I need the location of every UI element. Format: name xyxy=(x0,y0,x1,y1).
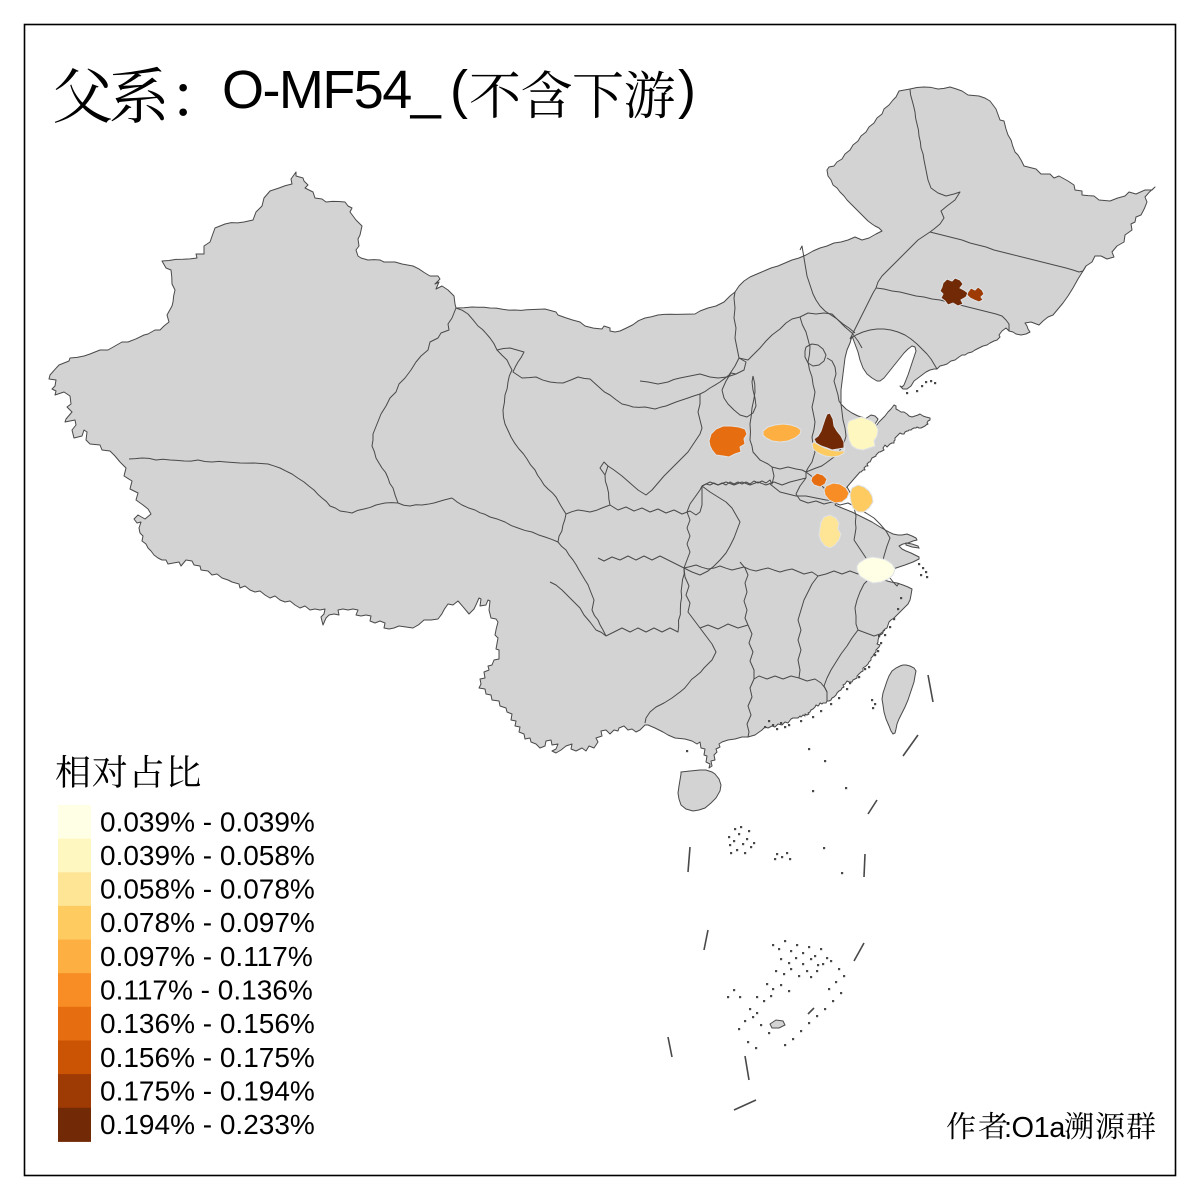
svg-text:0.175% - 0.194%: 0.175% - 0.194% xyxy=(100,1075,315,1106)
svg-text:(: ( xyxy=(450,60,468,120)
svg-text:0.117% - 0.136%: 0.117% - 0.136% xyxy=(100,975,313,1006)
svg-text:0.058% - 0.078%: 0.058% - 0.078% xyxy=(100,874,315,905)
svg-text:0.097% - 0.117%: 0.097% - 0.117% xyxy=(100,941,313,972)
svg-text:0.156% - 0.175%: 0.156% - 0.175% xyxy=(100,1042,315,1073)
svg-text:0.136% - 0.156%: 0.136% - 0.156% xyxy=(100,1008,315,1039)
svg-text:): ) xyxy=(678,60,696,120)
svg-text:O-MF54_: O-MF54_ xyxy=(222,60,442,120)
svg-text:0.194% - 0.233%: 0.194% - 0.233% xyxy=(100,1109,315,1140)
svg-text:0.078% - 0.097%: 0.078% - 0.097% xyxy=(100,907,315,938)
svg-text:0.039% - 0.058%: 0.039% - 0.058% xyxy=(100,840,315,871)
svg-text::O1a: :O1a xyxy=(1004,1112,1066,1144)
svg-text:0.039% - 0.039%: 0.039% - 0.039% xyxy=(100,806,315,837)
